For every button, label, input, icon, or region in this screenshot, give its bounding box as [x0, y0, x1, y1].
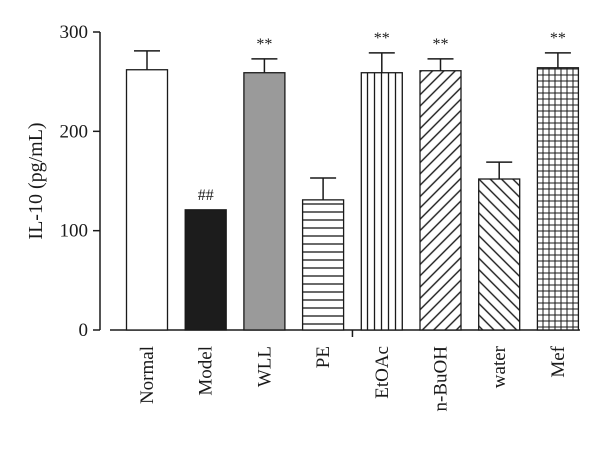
bar-etoac [360, 72, 403, 331]
category-label: Normal [137, 346, 158, 404]
category-labels: Normal Model WLL PE EtOAc n-BuOH water Mef [137, 345, 569, 411]
significance-mark: ** [256, 36, 272, 53]
bar-water [478, 178, 521, 331]
significance-mark: ** [433, 36, 449, 53]
category-label: Mef [548, 345, 569, 377]
y-axis-label: IL-10 (pg/mL) [25, 122, 47, 239]
y-tick-label: 100 [60, 221, 89, 242]
category-label: EtOAc [372, 346, 393, 399]
y-axis: 0 100 200 300 [60, 22, 101, 341]
category-label: water [489, 345, 510, 388]
bars [125, 50, 580, 331]
significance-mark: ** [550, 30, 566, 47]
bar-n-buoh [419, 70, 462, 331]
significance-annotations: ## ** ** ** ** [198, 30, 566, 204]
bar-model [184, 209, 227, 331]
category-label: WLL [254, 346, 275, 387]
category-label: Model [196, 346, 217, 396]
category-label: PE [313, 346, 334, 368]
y-tick-label: 200 [60, 121, 89, 142]
x-axis [110, 329, 580, 337]
significance-mark: ## [198, 187, 214, 204]
y-tick-label: 0 [79, 320, 89, 341]
bar-wll [243, 72, 286, 331]
category-label: n-BuOH [431, 346, 452, 412]
significance-mark: ** [374, 30, 390, 47]
y-tick-label: 300 [60, 22, 89, 43]
bar-pe [301, 199, 345, 331]
bar-normal [125, 69, 169, 331]
bar-mef [536, 67, 580, 331]
